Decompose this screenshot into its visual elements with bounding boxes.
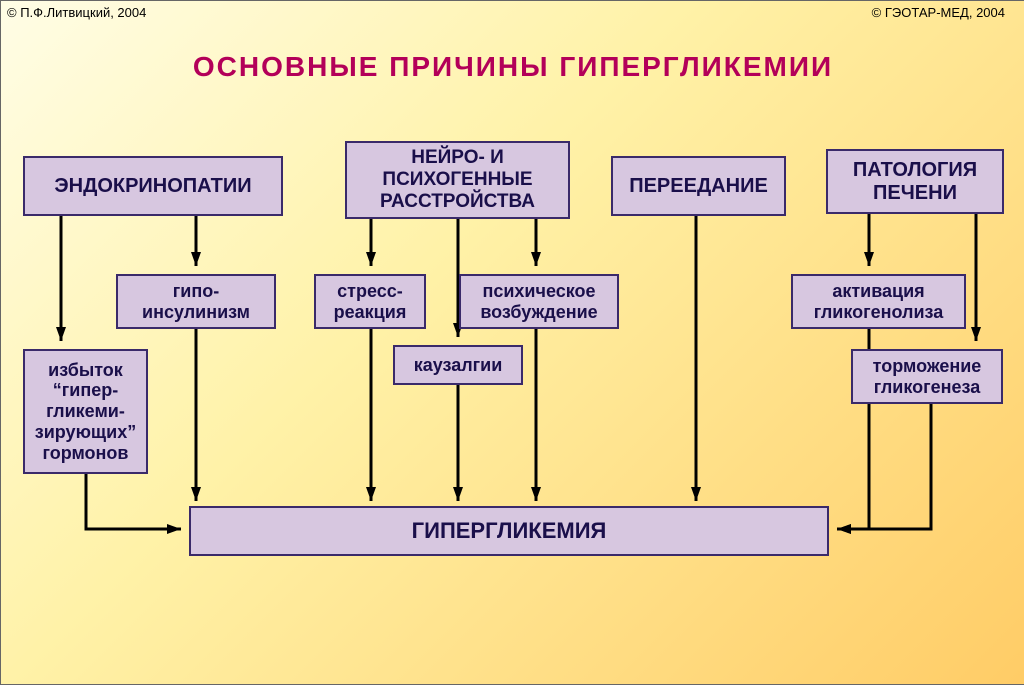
node-n6: стресс-реакция: [314, 274, 426, 329]
node-n5: гипо-инсулинизм: [116, 274, 276, 329]
node-n2: НЕЙРО- ИПСИХОГЕННЫЕРАССТРОЙСТВА: [345, 141, 570, 219]
copyright-left: © П.Ф.Литвицкий, 2004: [7, 5, 146, 20]
copyright-right: © ГЭОТАР-МЕД, 2004: [872, 5, 1005, 20]
node-n12: ГИПЕРГЛИКЕМИЯ: [189, 506, 829, 556]
page-title: ОСНОВНЫЕ ПРИЧИНЫ ГИПЕРГЛИКЕМИИ: [1, 51, 1024, 83]
node-n8: активациягликогенолиза: [791, 274, 966, 329]
node-n7: психическоевозбуждение: [459, 274, 619, 329]
node-n11: торможениегликогенеза: [851, 349, 1003, 404]
node-n1: ЭНДОКРИНОПАТИИ: [23, 156, 283, 216]
flowchart-arrows: [1, 1, 1024, 684]
node-n3: ПЕРЕЕДАНИЕ: [611, 156, 786, 216]
node-n4: ПАТОЛОГИЯПЕЧЕНИ: [826, 149, 1004, 214]
node-n9: избыток“гипер-гликеми-зирующих”гормонов: [23, 349, 148, 474]
node-n10: каузалгии: [393, 345, 523, 385]
